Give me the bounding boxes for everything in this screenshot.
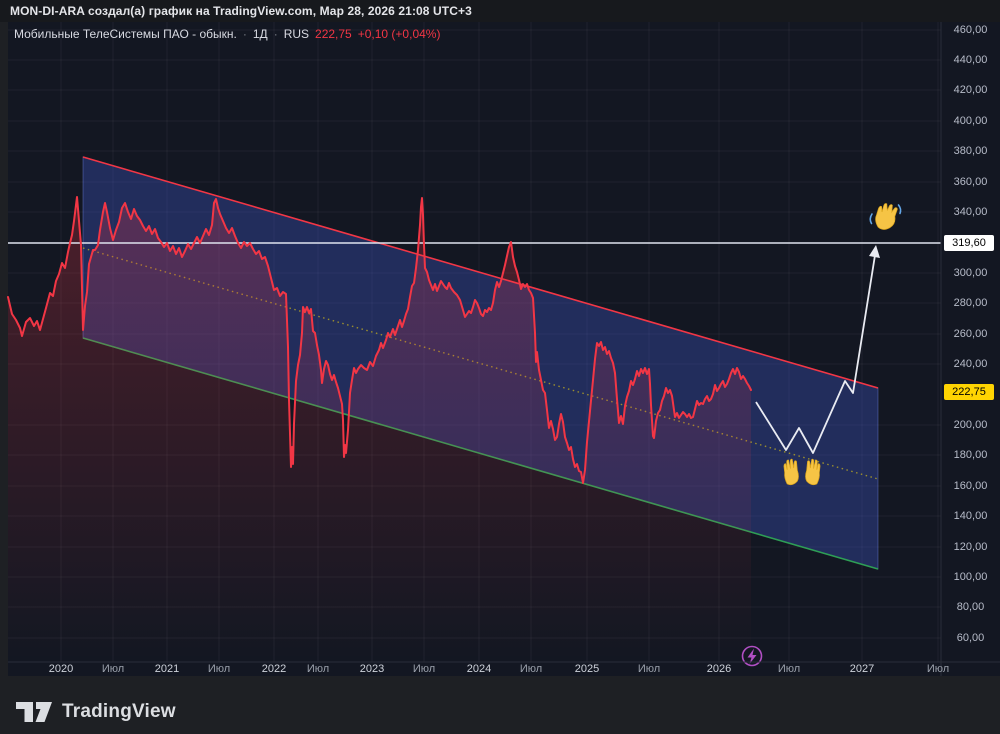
price-scale-tick: 80,00: [956, 601, 985, 613]
price-scale-tick: 60,00: [956, 632, 985, 644]
projection-arrow-drawing[interactable]: [755, 245, 880, 454]
price-line-series: [7, 196, 752, 484]
time-scale-tick: 2021: [154, 663, 180, 675]
symbol-title[interactable]: Мобильные ТелеСистемы ПАО - обыкн.: [14, 27, 237, 41]
price-scale-tick: 400,00: [953, 115, 988, 127]
time-scale-tick: 2023: [359, 663, 385, 675]
price-scale-tick: 100,00: [953, 571, 988, 583]
time-scale-tick: 2027: [849, 663, 875, 675]
target-price-label: 319,60: [944, 235, 994, 251]
price-scale-tick: 160,00: [953, 480, 988, 492]
interval-label[interactable]: 1Д: [252, 27, 268, 41]
time-scale-tick: Июл: [412, 663, 436, 675]
boost-button[interactable]: [741, 645, 763, 667]
price-scale-tick: 200,00: [953, 419, 988, 431]
time-scale-tick: 2022: [261, 663, 287, 675]
projection-zigzag-line[interactable]: [755, 248, 877, 454]
time-scale-tick: Июл: [777, 663, 801, 675]
tradingview-logo-icon: [16, 702, 52, 722]
time-scale-tick: Июл: [637, 663, 661, 675]
exchange-label: RUS: [283, 27, 310, 41]
time-scale-tick: 2024: [466, 663, 492, 675]
attribution-text: MON-DI-ARA создал(а) график на TradingVi…: [10, 4, 472, 18]
last-price-label: 222,75: [944, 384, 994, 400]
arrow-head-icon: [869, 245, 880, 258]
time-scale-tick: 2020: [48, 663, 74, 675]
lightning-bolt-icon: [747, 648, 757, 664]
attribution-bar: MON-DI-ARA создал(а) график на TradingVi…: [0, 0, 1000, 22]
channel-top-line[interactable]: [82, 156, 879, 389]
price-scale-tick: 180,00: [953, 449, 988, 461]
price-scale-tick: 240,00: [953, 358, 988, 370]
price-scale-tick: 340,00: [953, 206, 988, 218]
price-area-gradient: [8, 197, 751, 661]
time-scale[interactable]: 2020 Июл 2021 Июл 2022 Июл 2023 Июл 2024 Июл 2025 И…: [0, 663, 1000, 676]
waving-hand-emoji[interactable]: [869, 203, 902, 230]
legend-separator: ·: [273, 27, 278, 41]
time-scale-tick: 2026: [706, 663, 732, 675]
legend-separator: ·: [242, 27, 247, 41]
symbol-legend: Мобильные ТелеСистемы ПАО - обыкн. · 1Д …: [14, 27, 440, 41]
tradingview-logo[interactable]: TradingView: [14, 699, 176, 725]
price-scale-tick: 460,00: [953, 24, 988, 36]
price-scale-tick: 120,00: [953, 541, 988, 553]
last-price-value: 222,75: [315, 27, 352, 41]
price-scale-tick: 380,00: [953, 145, 988, 157]
open-hands-emoji[interactable]: [782, 458, 822, 486]
price-scale[interactable]: 460,00 440,00 420,00 400,00 380,00 360,00 340,…: [941, 22, 1000, 662]
time-scale-tick: 2025: [574, 663, 600, 675]
price-scale-tick: 300,00: [953, 267, 988, 279]
price-scale-tick: 280,00: [953, 297, 988, 309]
tradingview-logo-text: TradingView: [62, 701, 176, 722]
price-scale-tick: 420,00: [953, 84, 988, 96]
price-scale-tick: 140,00: [953, 510, 988, 522]
time-scale-tick: Июл: [926, 663, 950, 675]
price-change-value: +0,10 (+0,04%): [357, 27, 441, 41]
time-scale-tick: Июл: [519, 663, 543, 675]
time-scale-tick: Июл: [306, 663, 330, 675]
price-scale-tick: 260,00: [953, 328, 988, 340]
price-scale-tick: 440,00: [953, 54, 988, 66]
price-scale-tick: 360,00: [953, 176, 988, 188]
time-scale-tick: Июл: [101, 663, 125, 675]
time-scale-tick: Июл: [207, 663, 231, 675]
